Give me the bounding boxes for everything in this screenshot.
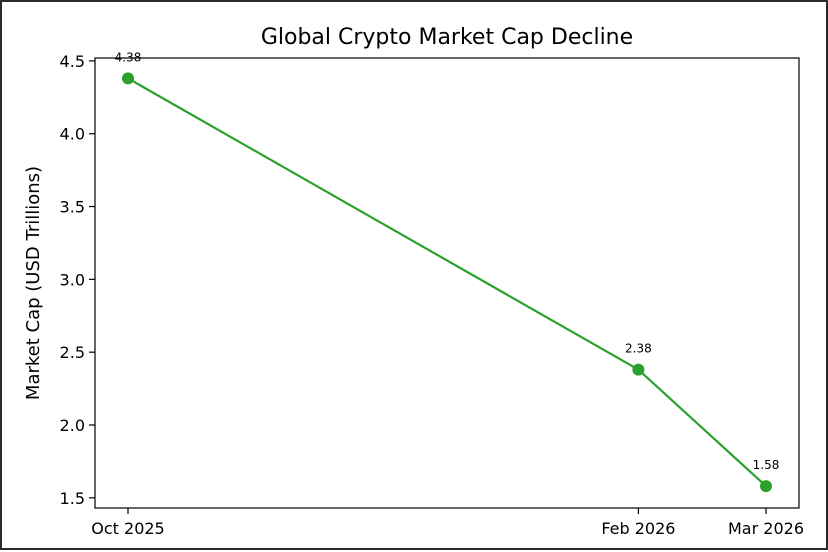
data-point — [122, 72, 134, 85]
y-tick-label: 2.5 — [60, 343, 85, 362]
y-axis: 1.5 2.0 2.5 3.0 3.5 4.0 4.5 — [60, 52, 95, 508]
chart-title: Global Crypto Market Cap Decline — [261, 25, 633, 50]
series-line — [127, 77, 767, 487]
data-label: 4.38 — [115, 50, 142, 64]
data-label: 2.38 — [625, 342, 652, 356]
x-tick-label: Oct 2025 — [91, 519, 164, 538]
x-axis: Oct 2025 Feb 2026 Mar 2026 — [91, 508, 804, 538]
y-tick-label: 3.0 — [60, 270, 85, 289]
plot-area — [94, 57, 800, 509]
y-tick-label: 1.5 — [60, 489, 85, 508]
series-layer: 4.38 2.38 1.58 — [115, 50, 780, 493]
x-tick-label: Mar 2026 — [728, 519, 804, 538]
x-tick-label: Feb 2026 — [601, 519, 675, 538]
y-tick-label: 4.5 — [60, 52, 85, 71]
data-point — [760, 480, 772, 493]
y-axis-label: Market Cap (USD Trillions) — [23, 166, 44, 400]
data-label: 1.58 — [753, 458, 780, 472]
y-tick-label: 4.0 — [60, 125, 85, 144]
y-tick-label: 2.0 — [60, 416, 85, 435]
y-tick-label: 3.5 — [60, 198, 85, 217]
data-point — [632, 363, 645, 376]
